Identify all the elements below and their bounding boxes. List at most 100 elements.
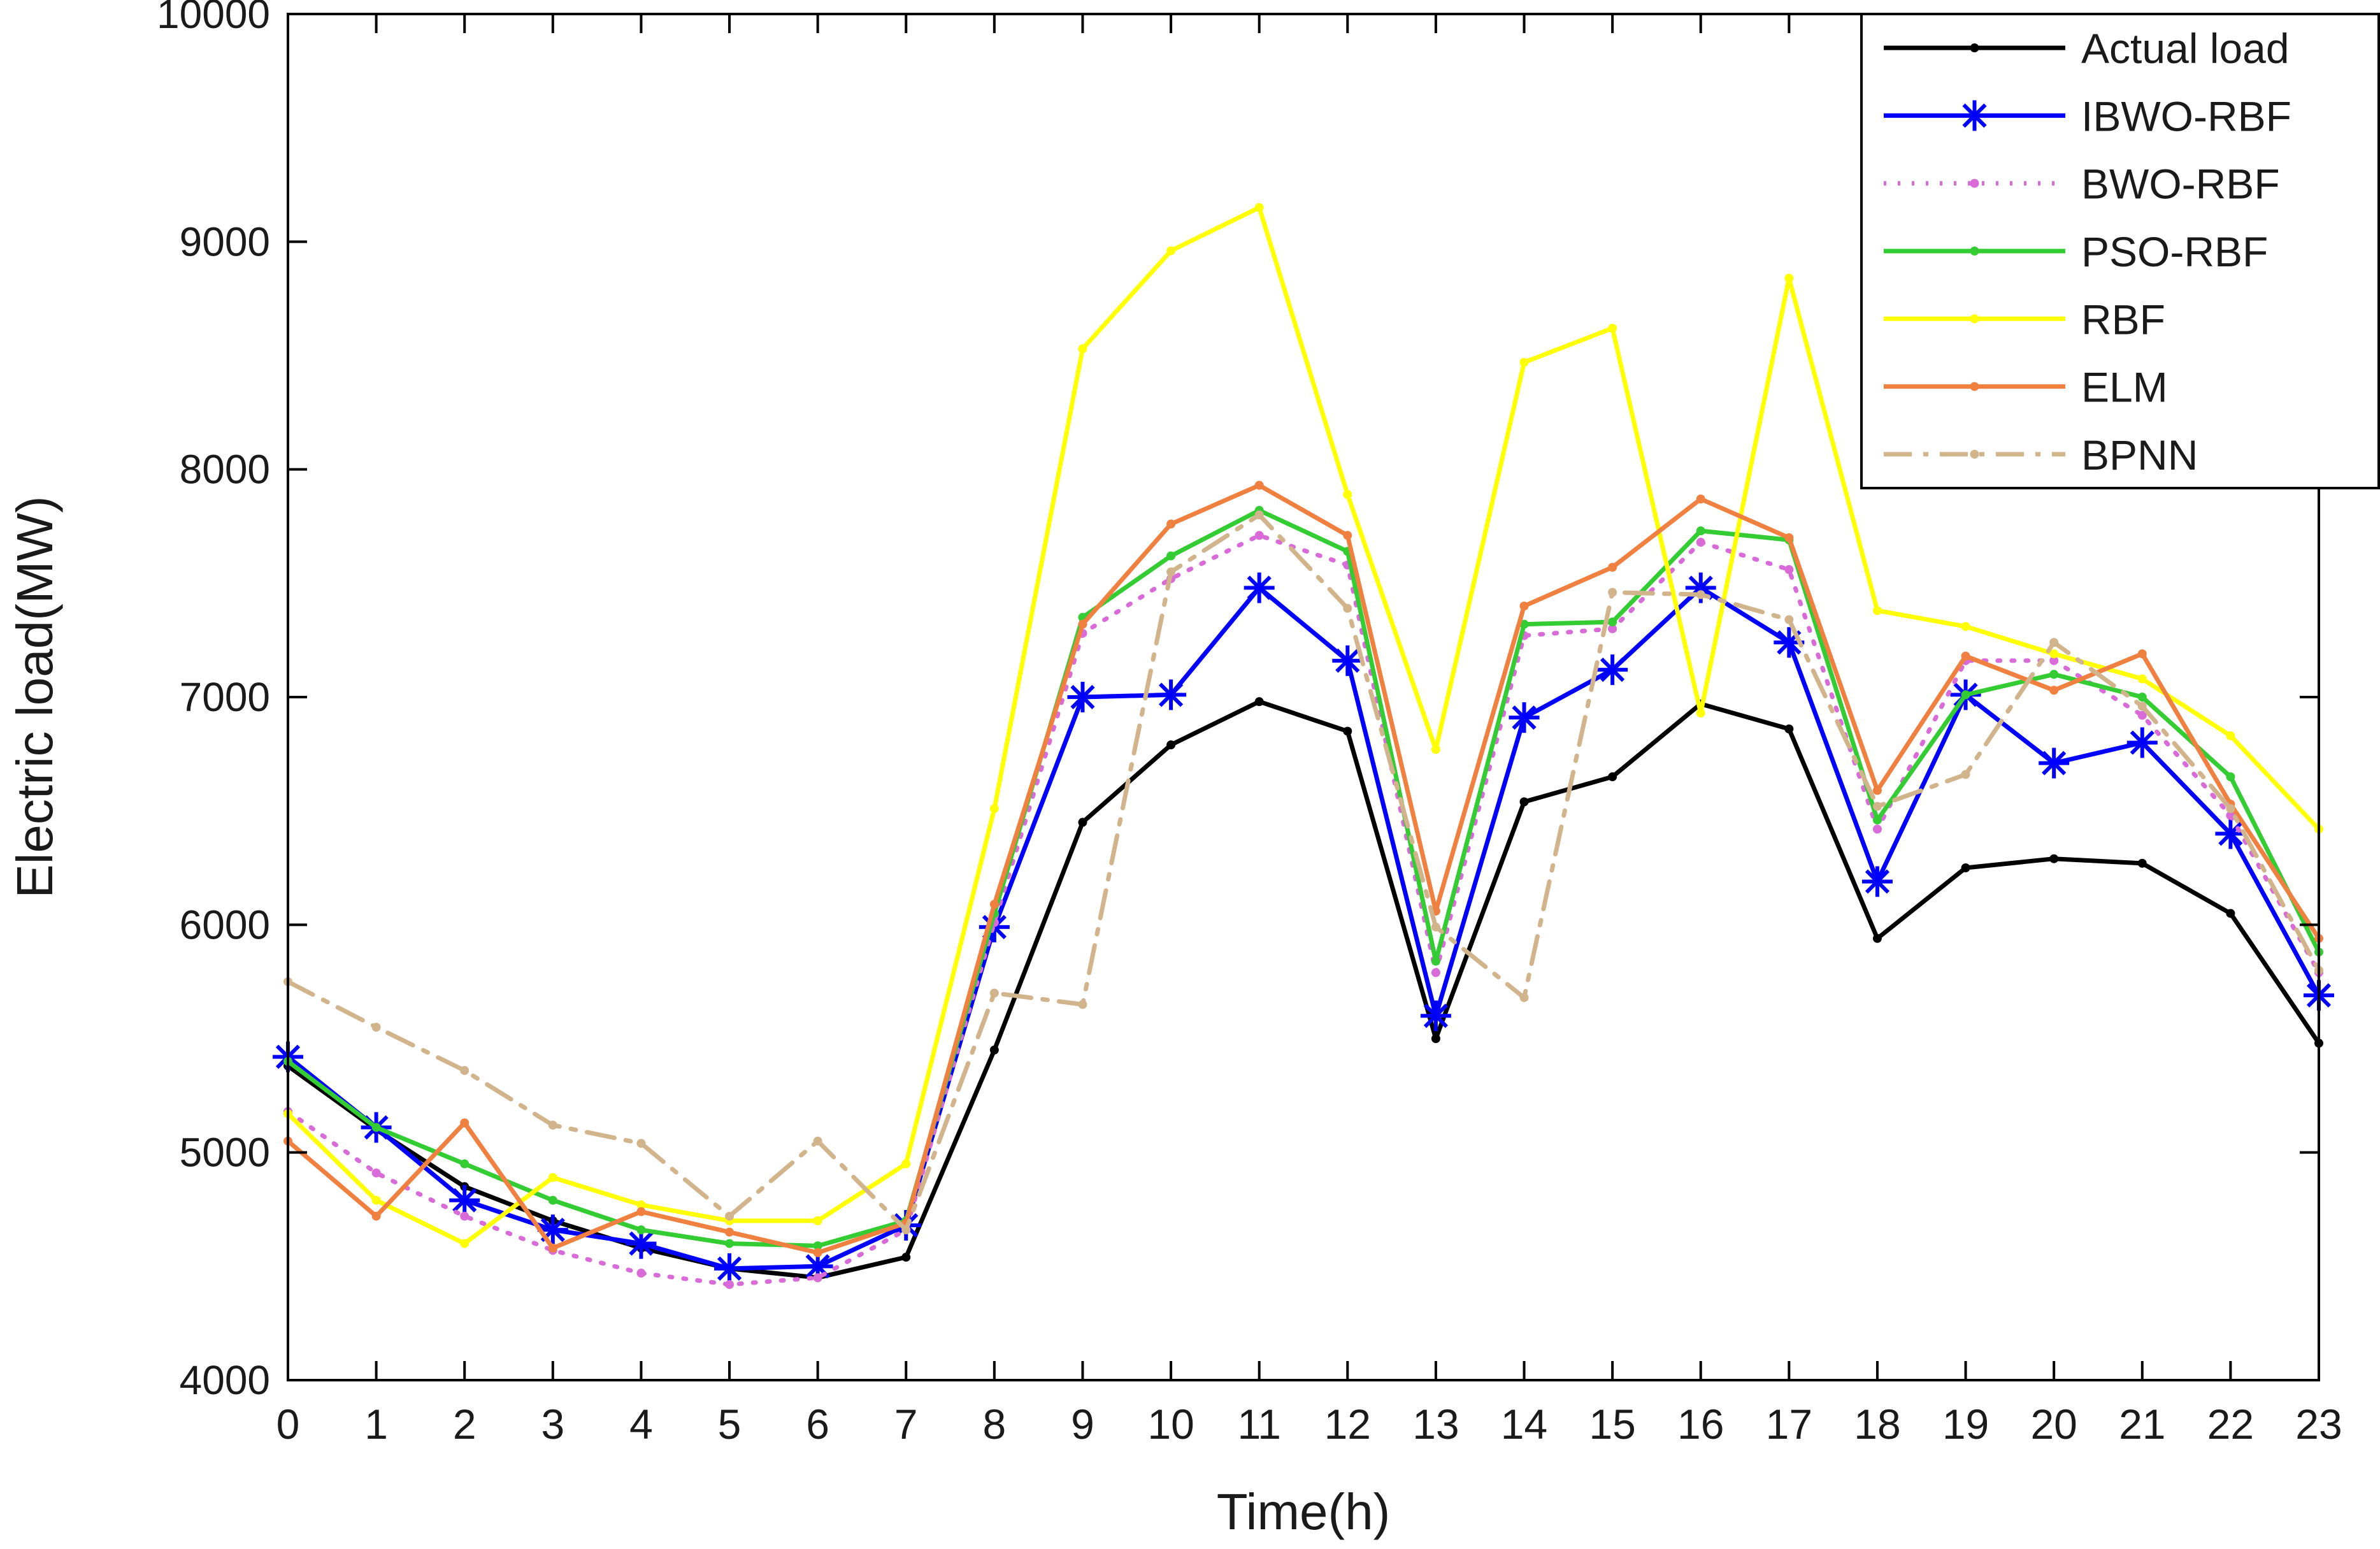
data-point-marker (714, 1253, 745, 1284)
asterisk-stroke (629, 1231, 654, 1256)
series-bwo-rbf (283, 531, 2323, 1289)
data-point (2226, 909, 2235, 918)
data-point (1872, 802, 1882, 811)
x-tick-label: 20 (2030, 1401, 2077, 1448)
x-tick-label: 9 (1071, 1401, 1094, 1448)
data-point (1872, 606, 1882, 616)
data-point (989, 804, 999, 814)
data-point (725, 1239, 735, 1248)
data-point-marker (1332, 645, 1363, 676)
data-point (1519, 619, 1529, 629)
x-axis-label: Time(h) (1217, 1483, 1391, 1540)
series-bpnn (283, 510, 2323, 1235)
y-tick-label: 4000 (180, 1357, 270, 1403)
data-point (1696, 538, 1705, 547)
y-axis-label: Electric load(MW) (6, 496, 63, 898)
data-point (2137, 702, 2147, 711)
data-point (1696, 494, 1705, 504)
asterisk-stroke (1070, 684, 1095, 710)
data-point (371, 1023, 381, 1032)
legend-marker (1970, 449, 1979, 459)
data-point (1519, 993, 1529, 1002)
data-point (1784, 533, 1794, 542)
data-point (1696, 590, 1705, 600)
data-point (1961, 622, 1970, 631)
data-point (1166, 567, 1176, 577)
data-point (1343, 489, 1352, 499)
data-point (2226, 731, 2235, 740)
asterisk-stroke (2130, 730, 2154, 755)
legend-marker (1970, 178, 1979, 188)
data-point (1608, 587, 1617, 597)
data-point (2049, 670, 2059, 679)
legend-label: BPNN (2081, 431, 2198, 479)
series-line (285, 205, 2321, 1246)
data-point (2049, 638, 2059, 647)
y-tick-label: 7000 (180, 674, 270, 720)
x-tick-label: 5 (718, 1401, 742, 1448)
data-point (460, 1239, 470, 1248)
series-line (285, 533, 2321, 1287)
data-point (460, 1159, 470, 1169)
data-point (1872, 825, 1882, 834)
data-point (548, 1195, 557, 1205)
data-point (1784, 273, 1794, 283)
legend-entry: RBF (1884, 296, 2165, 343)
series-line (285, 512, 2321, 1232)
data-point (371, 1123, 381, 1132)
x-tick-label: 7 (894, 1401, 918, 1448)
data-point (1078, 344, 1087, 354)
data-point (901, 1225, 911, 1235)
asterisk-stroke (1423, 1004, 1449, 1028)
data-point-marker (449, 1185, 480, 1216)
data-point (1166, 740, 1176, 750)
data-point-marker (2126, 727, 2158, 758)
legend-entry: Actual load (1884, 25, 2290, 72)
data-point (813, 1248, 822, 1257)
x-tick-label: 13 (1412, 1401, 1459, 1448)
data-point (2226, 772, 2235, 782)
data-point (636, 1139, 646, 1148)
asterisk-stroke (1600, 658, 1625, 682)
data-point (2137, 674, 2147, 684)
data-point (1343, 603, 1352, 613)
x-tick-label: 4 (629, 1401, 653, 1448)
data-point (1166, 246, 1176, 256)
data-point (813, 1241, 822, 1251)
data-point (989, 1045, 999, 1055)
data-point-marker (1861, 866, 1893, 897)
x-tick-label: 8 (983, 1401, 1007, 1448)
data-point-marker (1244, 572, 1275, 603)
data-point (2049, 686, 2059, 695)
data-point (1166, 519, 1176, 529)
data-point (1166, 551, 1176, 561)
data-point-marker (1156, 679, 1187, 710)
x-tick-label: 17 (1766, 1401, 1812, 1448)
data-point-marker (2039, 747, 2070, 779)
x-tick-label: 18 (1854, 1401, 1900, 1448)
x-tick-label: 0 (276, 1401, 300, 1448)
data-point (1872, 815, 1882, 825)
data-point (1608, 624, 1617, 633)
data-point (460, 1211, 470, 1221)
data-point (813, 1273, 822, 1283)
data-point (1431, 745, 1440, 754)
data-point (1961, 863, 1970, 872)
data-point (2137, 858, 2147, 868)
data-point (1872, 786, 1882, 795)
data-point (548, 1243, 557, 1253)
data-point (1254, 510, 1264, 520)
data-point (548, 1172, 557, 1182)
data-point (1431, 1034, 1440, 1043)
data-point (1078, 818, 1087, 827)
data-point (1519, 797, 1529, 807)
data-point (1608, 324, 1617, 333)
data-point (1784, 724, 1794, 734)
data-point (1254, 480, 1264, 490)
y-tick-label: 10000 (157, 0, 270, 37)
asterisk-stroke (1335, 648, 1360, 673)
x-tick-label: 2 (453, 1401, 477, 1448)
data-point (1961, 770, 1970, 779)
legend-label: BWO-RBF (2081, 161, 2280, 208)
data-point (2226, 804, 2235, 814)
